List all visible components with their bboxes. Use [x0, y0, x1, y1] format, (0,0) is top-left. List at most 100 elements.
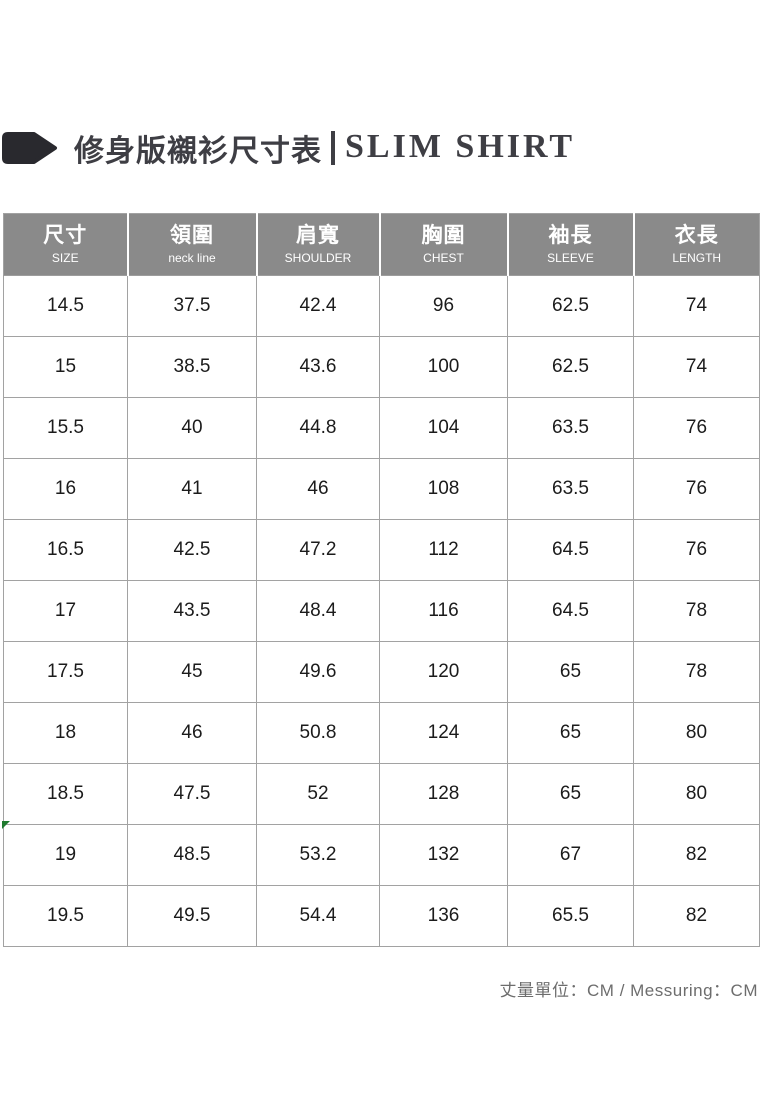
table-row: 16 41 46 108 63.5 76 [3, 458, 760, 520]
size-cell: 42.5 [127, 519, 257, 581]
size-cell: 54.4 [256, 885, 380, 947]
size-cell: 49.6 [256, 641, 380, 703]
size-cell: 50.8 [256, 702, 380, 764]
size-cell: 76 [633, 397, 760, 459]
header-label-en: neck line [168, 251, 216, 265]
size-cell: 74 [633, 275, 760, 337]
size-cell: 65 [507, 763, 634, 825]
size-cell: 128 [379, 763, 508, 825]
size-cell: 82 [633, 885, 760, 947]
size-cell: 80 [633, 763, 760, 825]
size-cell: 96 [379, 275, 508, 337]
size-cell: 62.5 [507, 275, 634, 337]
size-cell: 52 [256, 763, 380, 825]
size-cell: 65 [507, 641, 634, 703]
size-cell: 19.5 [3, 885, 128, 947]
size-cell: 100 [379, 336, 508, 398]
size-cell: 16.5 [3, 519, 128, 581]
table-row: 15 38.5 43.6 100 62.5 74 [3, 336, 760, 398]
header-label-zh: 袖長 [548, 224, 593, 247]
size-cell: 48.5 [127, 824, 257, 886]
size-cell: 63.5 [507, 397, 634, 459]
size-cell: 17.5 [3, 641, 128, 703]
size-cell: 80 [633, 702, 760, 764]
table-row: 19 48.5 53.2 132 67 82 [3, 824, 760, 886]
size-cell: 64.5 [507, 519, 634, 581]
size-table: 尺寸 SIZE 領圍 neck line 肩寬 SHOULDER 胸圍 CHEST 袖長 SLEE… [3, 213, 760, 947]
size-cell: 18.5 [3, 763, 128, 825]
size-cell: 74 [633, 336, 760, 398]
size-cell: 43.5 [127, 580, 257, 642]
size-cell: 19 [3, 824, 128, 886]
size-cell: 47.2 [256, 519, 380, 581]
size-cell: 62.5 [507, 336, 634, 398]
header-label-en: LENGTH [672, 251, 722, 265]
size-cell: 48.4 [256, 580, 380, 642]
size-cell: 76 [633, 458, 760, 520]
tag-arrow-icon [2, 132, 57, 164]
size-cell: 17 [3, 580, 128, 642]
size-cell: 47.5 [127, 763, 257, 825]
size-cell: 78 [633, 641, 760, 703]
column-header-chest: 胸圍 CHEST [378, 213, 508, 276]
size-cell: 65.5 [507, 885, 634, 947]
measuring-unit-note: 丈量單位：CM / Messuring：CM [499, 981, 758, 1000]
table-row: 18 46 50.8 124 65 80 [3, 702, 760, 764]
size-cell: 15.5 [3, 397, 128, 459]
size-table-header: 尺寸 SIZE 領圍 neck line 肩寬 SHOULDER 胸圍 CHEST 袖長 SLEE… [3, 213, 760, 276]
header-label-zh: 尺寸 [43, 224, 88, 247]
column-header-shoulder: 肩寬 SHOULDER [255, 213, 380, 276]
size-cell: 14.5 [3, 275, 128, 337]
header-label-en: CHEST [423, 251, 464, 265]
size-cell: 18 [3, 702, 128, 764]
size-cell: 120 [379, 641, 508, 703]
green-corner-marker [2, 821, 10, 829]
size-cell: 112 [379, 519, 508, 581]
table-row: 17 43.5 48.4 116 64.5 78 [3, 580, 760, 642]
header-label-en: SLEEVE [547, 251, 594, 265]
column-header-sleeve: 袖長 SLEEVE [506, 213, 634, 276]
table-row: 18.5 47.5 52 128 65 80 [3, 763, 760, 825]
size-cell: 108 [379, 458, 508, 520]
page-title-zh: 修身版襯衫尺寸表 [74, 135, 322, 168]
title-section: 修身版襯衫尺寸表 SLIM SHIRT [0, 127, 575, 169]
size-cell: 45 [127, 641, 257, 703]
header-label-zh: 領圍 [170, 224, 214, 247]
page-title-en: SLIM SHIRT [345, 128, 576, 165]
size-cell: 65 [507, 702, 634, 764]
size-cell: 49.5 [127, 885, 257, 947]
header-label-zh: 肩寬 [296, 224, 340, 247]
size-cell: 16 [3, 458, 128, 520]
table-row: 17.5 45 49.6 120 65 78 [3, 641, 760, 703]
column-header-neck-line: 領圍 neck line [126, 213, 257, 276]
size-cell: 67 [507, 824, 634, 886]
header-label-en: SHOULDER [284, 251, 352, 265]
column-header-length: 衣長 LENGTH [632, 213, 760, 276]
size-cell: 40 [127, 397, 257, 459]
size-cell: 136 [379, 885, 508, 947]
size-cell: 38.5 [127, 336, 257, 398]
size-cell: 46 [127, 702, 257, 764]
table-row: 16.5 42.5 47.2 112 64.5 76 [3, 519, 760, 581]
table-row: 15.5 40 44.8 104 63.5 76 [3, 397, 760, 459]
column-header-size: 尺寸 SIZE [3, 213, 128, 276]
size-cell: 53.2 [256, 824, 380, 886]
size-cell: 37.5 [127, 275, 257, 337]
table-row: 14.5 37.5 42.4 96 62.5 74 [3, 275, 760, 337]
size-cell: 43.6 [256, 336, 380, 398]
size-cell: 78 [633, 580, 760, 642]
size-cell: 64.5 [507, 580, 634, 642]
size-cell: 124 [379, 702, 508, 764]
header-row: 尺寸 SIZE 領圍 neck line 肩寬 SHOULDER 胸圍 CHEST 袖長 SLEE… [3, 213, 760, 276]
size-cell: 15 [3, 336, 128, 398]
size-cell: 44.8 [256, 397, 380, 459]
table-row: 19.5 49.5 54.4 136 65.5 82 [3, 885, 760, 947]
size-cell: 76 [633, 519, 760, 581]
size-cell: 63.5 [507, 458, 634, 520]
size-cell: 46 [256, 458, 380, 520]
size-cell: 104 [379, 397, 508, 459]
title-divider [331, 131, 335, 165]
size-cell: 132 [379, 824, 508, 886]
header-label-zh: 胸圍 [421, 224, 466, 247]
